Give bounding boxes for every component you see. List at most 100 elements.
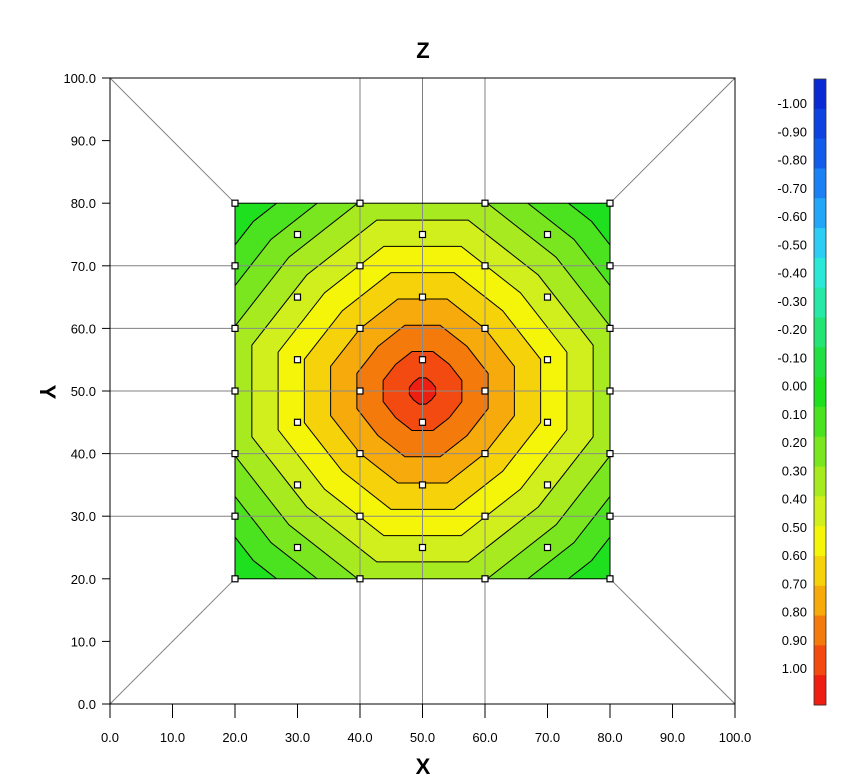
colorbar-label: 0.80 [782, 605, 807, 620]
mesh-node [543, 418, 552, 426]
mesh-node [418, 293, 427, 301]
y-tick-label: 30.0 [71, 509, 96, 524]
x-tick-label: 60.0 [472, 730, 497, 745]
colorbar-label: 1.00 [782, 661, 807, 676]
mesh-node [356, 575, 364, 583]
colorbar-label: -0.30 [777, 294, 807, 309]
y-tick-label: 90.0 [71, 134, 96, 149]
colorbar-segment [814, 675, 826, 706]
y-tick-label: 10.0 [71, 634, 96, 649]
mesh-node [356, 512, 364, 520]
mesh-node [606, 262, 614, 270]
x-tick-label: 10.0 [160, 730, 185, 745]
mesh-node [543, 230, 552, 239]
mesh-node [418, 481, 427, 489]
colorbar-segment [814, 317, 826, 348]
mesh-node [293, 293, 302, 301]
colorbar-label: 0.60 [782, 548, 807, 563]
colorbar-label: 0.70 [782, 576, 807, 591]
colorbar-segment [814, 496, 826, 527]
mesh-node [231, 450, 239, 458]
chart-title: Z [416, 38, 429, 63]
mesh-node [481, 262, 489, 270]
colorbar-segment [814, 228, 826, 259]
colorbar: -1.00 -0.90 -0.80 -0.70 -0.60 -0.50 -0.40 -0.30… [777, 78, 827, 706]
colorbar-segment [814, 526, 826, 557]
mesh-node [231, 575, 239, 583]
colorbar-label: -1.00 [777, 96, 807, 111]
mesh-node [481, 387, 489, 395]
contour-line [235, 203, 610, 579]
x-tick-label: 50.0 [410, 730, 435, 745]
x-tick-label: 70.0 [535, 730, 560, 745]
mesh-nodes [231, 199, 614, 583]
mesh-node [356, 199, 364, 207]
y-tick-label: 0.0 [78, 697, 96, 712]
mesh-node [606, 199, 614, 207]
x-tick-label: 90.0 [660, 730, 685, 745]
mesh-node [606, 324, 614, 332]
colorbar-segment [814, 198, 826, 229]
mesh-node [543, 356, 552, 364]
colorbar-label: 0.10 [782, 407, 807, 422]
colorbar-segment [814, 347, 826, 378]
colorbar-segment [814, 138, 826, 169]
colorbar-segment [814, 406, 826, 438]
colorbar-segment [814, 555, 826, 587]
y-tick-label: 50.0 [71, 384, 96, 399]
mesh-node [481, 512, 489, 520]
contour-line [382, 351, 463, 431]
frame-diagonal [609, 77, 736, 204]
colorbar-label: -0.60 [777, 209, 807, 224]
mesh-node [481, 199, 489, 207]
mesh-node [543, 481, 552, 489]
x-tick-label: 80.0 [597, 730, 622, 745]
mesh-node [606, 387, 614, 395]
colorbar-segment [814, 466, 826, 497]
mesh-node [606, 450, 614, 458]
mesh-node [606, 575, 614, 583]
x-tick-label: 30.0 [285, 730, 310, 745]
colorbar-segment [814, 436, 826, 468]
mesh-node [418, 543, 427, 552]
colorbar-segment [814, 168, 826, 199]
colorbar-segment [814, 585, 826, 617]
colorbar-frame [813, 78, 827, 706]
colorbar-label: -0.10 [777, 350, 807, 365]
colorbar-segment [814, 377, 826, 408]
colorbar-segment [814, 257, 826, 289]
mesh-node [356, 262, 364, 270]
contour-line [251, 219, 594, 563]
y-tick-label: 80.0 [71, 196, 96, 211]
colorbar-label: 0.20 [782, 435, 807, 450]
y-tick-label: 40.0 [71, 447, 96, 462]
colorbar-label: -0.80 [777, 153, 807, 168]
y-tick-label: 60.0 [71, 321, 96, 336]
contour-line [235, 203, 610, 579]
mesh-node [356, 387, 364, 395]
x-tick-label: 0.0 [101, 730, 119, 745]
mesh-node [293, 481, 302, 489]
x-tick-label: 100.0 [719, 730, 752, 745]
mesh-node [293, 418, 302, 426]
mesh-node [481, 575, 489, 583]
mesh-node [418, 356, 427, 364]
mesh-node [231, 199, 239, 207]
contour-line [277, 245, 568, 537]
colorbar-label: -0.70 [777, 181, 807, 196]
contour-line [408, 377, 437, 405]
x-axis-label: X [416, 754, 431, 779]
mesh-node [293, 230, 302, 239]
mesh-node [293, 543, 302, 552]
frame-diagonal [109, 578, 236, 705]
mesh-node [231, 387, 239, 395]
mesh-node [418, 418, 427, 426]
mesh-node [543, 293, 552, 301]
mesh-node [231, 262, 239, 270]
y-axis-label: Y [35, 385, 60, 400]
colorbar-label: -0.90 [777, 124, 807, 139]
y-tick-label: 70.0 [71, 259, 96, 274]
contour-line [303, 272, 542, 510]
mesh-node [543, 543, 552, 552]
colorbar-segment [814, 108, 826, 140]
